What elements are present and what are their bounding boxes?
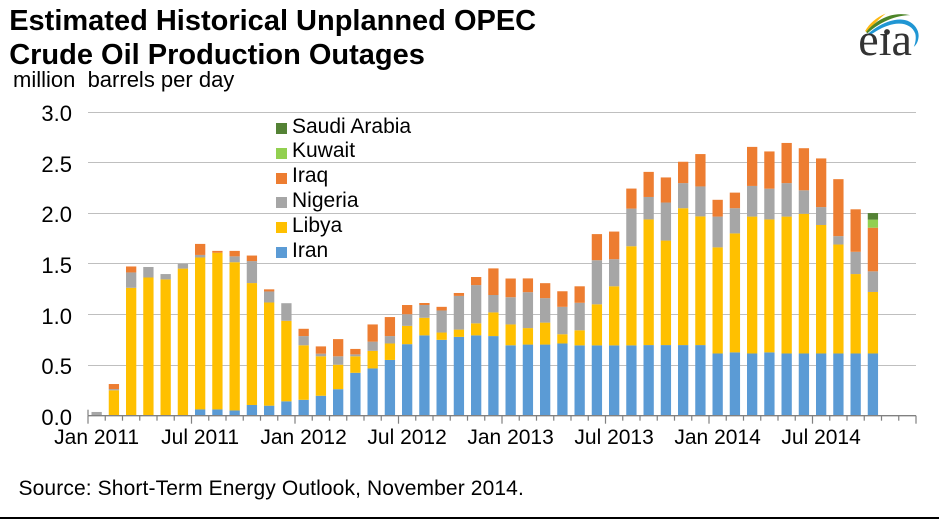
svg-text:eıa: eıa bbox=[858, 14, 912, 60]
